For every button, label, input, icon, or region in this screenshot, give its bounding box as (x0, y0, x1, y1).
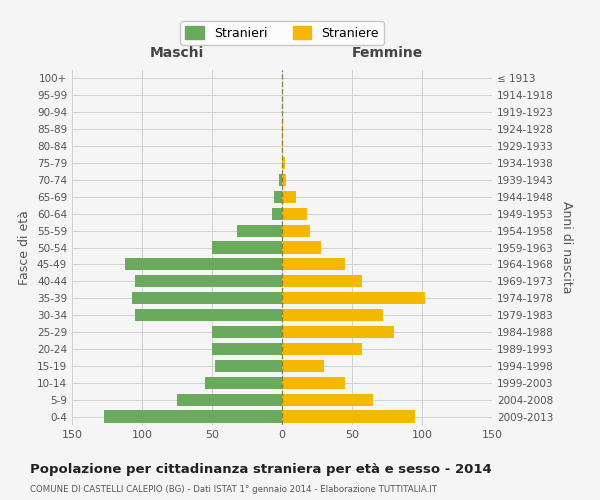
Bar (282, 242, 321, 254)
Text: Popolazione per cittadinanza straniera per età e sesso - 2014: Popolazione per cittadinanza straniera p… (30, 462, 492, 475)
Bar (135, 309, 282, 321)
Bar (282, 174, 286, 186)
Bar (282, 410, 415, 422)
Bar (282, 326, 394, 338)
Text: Femmine: Femmine (352, 46, 422, 60)
Bar (282, 292, 425, 304)
Bar (282, 258, 345, 270)
Text: Maschi: Maschi (150, 46, 204, 60)
Bar (177, 394, 282, 406)
Bar (282, 123, 283, 136)
Bar (135, 275, 282, 287)
Bar (237, 224, 282, 236)
Y-axis label: Anni di nascita: Anni di nascita (560, 201, 573, 294)
Text: COMUNE DI CASTELLI CALEPIO (BG) - Dati ISTAT 1° gennaio 2014 - Elaborazione TUTT: COMUNE DI CASTELLI CALEPIO (BG) - Dati I… (30, 485, 437, 494)
Bar (282, 343, 362, 355)
Bar (282, 140, 283, 152)
Bar (282, 275, 362, 287)
Bar (212, 242, 282, 254)
Bar (104, 410, 282, 422)
Bar (282, 157, 285, 169)
Bar (212, 326, 282, 338)
Bar (282, 376, 345, 389)
Bar (125, 258, 282, 270)
Bar (282, 190, 296, 203)
Bar (279, 174, 282, 186)
Bar (282, 208, 307, 220)
Bar (282, 394, 373, 406)
Bar (272, 208, 282, 220)
Bar (282, 360, 324, 372)
Legend: Stranieri, Straniere: Stranieri, Straniere (180, 21, 384, 45)
Bar (215, 360, 282, 372)
Y-axis label: Fasce di età: Fasce di età (19, 210, 31, 285)
Bar (282, 309, 383, 321)
Bar (205, 376, 282, 389)
Bar (282, 224, 310, 236)
Bar (212, 343, 282, 355)
Bar (132, 292, 282, 304)
Bar (274, 190, 282, 203)
